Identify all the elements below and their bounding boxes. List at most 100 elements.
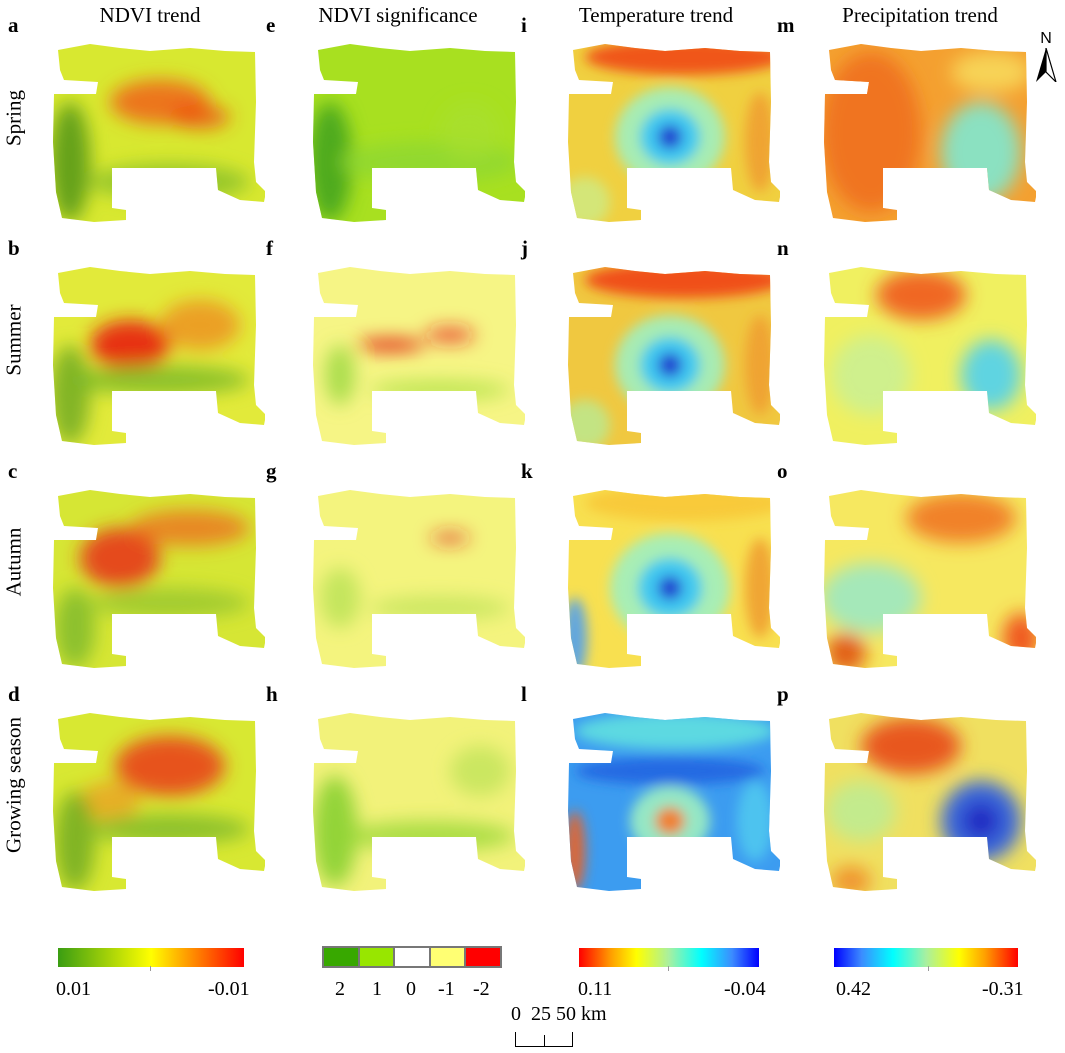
legend-swatch-1: [359, 948, 394, 966]
map-region: [160, 300, 240, 350]
map-region: [658, 576, 682, 600]
map-region: [951, 52, 1031, 92]
panel-letter: f: [266, 236, 273, 260]
map-region: [370, 380, 510, 400]
map-region: [568, 811, 585, 891]
map-panel-n: [824, 267, 1036, 445]
map-region: [824, 52, 921, 212]
map-region: [313, 102, 352, 222]
map-region: [320, 568, 360, 628]
panel-letter: e: [266, 13, 276, 37]
map-panel-b: [53, 267, 265, 445]
map-panel-g: [313, 490, 525, 668]
map-region: [745, 315, 775, 415]
sig-label-minus-2: -2: [473, 978, 490, 1000]
map-region: [831, 335, 911, 415]
panel-letter: m: [777, 13, 795, 37]
map-panel-e: [313, 44, 525, 222]
map-region: [90, 588, 250, 618]
panel-letter: a: [8, 13, 19, 37]
map-region: [345, 821, 515, 851]
map-region: [450, 746, 510, 796]
map-region: [90, 164, 250, 200]
map-region: [55, 791, 95, 891]
colorbar-tick: [150, 966, 151, 971]
panel-letter: n: [777, 236, 789, 260]
map-region: [80, 781, 140, 821]
map-region: [655, 807, 685, 835]
panel-letter: b: [8, 236, 20, 260]
map-region: [941, 102, 1021, 202]
ndvi-trend-max-label: -0.01: [208, 978, 250, 1000]
panel-letter: h: [266, 682, 278, 706]
legend-swatch-minus-2: [466, 948, 500, 966]
map-region: [130, 510, 250, 546]
map-region: [826, 781, 896, 841]
row-label-spring: Spring: [1, 89, 26, 147]
sig-label-0: 0: [406, 978, 416, 1000]
row-label-growing-season: Growing season: [1, 717, 26, 853]
map-panel-f: [313, 267, 525, 445]
legend-swatch-2: [324, 948, 358, 966]
colorbar-tick: [928, 966, 929, 971]
row-label-autumn: Autumn: [1, 527, 26, 597]
precipitation-trend-colorbar: [834, 948, 1018, 967]
legend-swatch-minus-1: [430, 948, 465, 966]
map-panel-p: [824, 713, 1036, 891]
temperature-trend-min-label: 0.11: [578, 978, 613, 1000]
map-region: [963, 803, 999, 839]
map-region: [55, 588, 95, 668]
panel-letter: p: [777, 682, 789, 706]
map-region: [80, 528, 160, 588]
ndvi-trend-colorbar: [58, 948, 244, 967]
map-panel-d: [53, 713, 265, 891]
map-region: [430, 533, 470, 543]
precipitation-trend-min-label: 0.42: [836, 978, 871, 1000]
column-title-temperature-trend: Temperature trend: [578, 3, 734, 27]
precipitation-trend-max-label: -0.31: [982, 978, 1024, 1000]
map-region: [745, 538, 775, 638]
map-region: [425, 327, 475, 343]
map-panel-c: [53, 490, 265, 668]
map-panel-m: [824, 44, 1036, 222]
north-label: N: [1040, 30, 1052, 47]
map-region: [876, 270, 966, 320]
column-title-ndvi-significance: NDVI significance: [318, 3, 478, 27]
map-region: [658, 125, 682, 149]
temperature-trend-max-label: -0.04: [724, 978, 766, 1000]
map-region: [90, 320, 170, 370]
colorbar-tick: [668, 966, 669, 971]
ndvi-significance-legend: [322, 946, 502, 968]
map-region: [355, 339, 425, 351]
map-region: [824, 563, 921, 633]
panel-letter: i: [521, 13, 527, 37]
panel-letter: o: [777, 459, 788, 483]
map-panel-l: [568, 713, 780, 891]
sig-label-minus-1: -1: [438, 978, 455, 1000]
map-region: [325, 345, 355, 405]
temperature-trend-colorbar: [579, 948, 759, 967]
map-region: [90, 814, 250, 844]
map-region: [115, 736, 225, 796]
map-region: [53, 102, 90, 222]
legend-swatch-0: [395, 948, 429, 966]
map-region: [745, 92, 775, 192]
map-region: [70, 365, 250, 395]
map-region: [170, 105, 230, 129]
scale-bar: [515, 1032, 573, 1047]
scale-bar-label: 0 25 50 km: [511, 1003, 607, 1025]
map-panel-j: [568, 267, 780, 445]
panel-letter: l: [521, 682, 527, 706]
map-region: [575, 713, 775, 749]
sig-label-2: 2: [335, 978, 345, 1000]
map-region: [53, 345, 90, 445]
panel-letter: j: [521, 236, 528, 260]
map-panel-k: [568, 490, 780, 668]
map-panel-i: [568, 44, 780, 222]
map-panel-o: [824, 490, 1036, 668]
column-title-ndvi-trend: NDVI trend: [99, 3, 201, 27]
north-arrow-icon: [1036, 47, 1057, 83]
map-region: [370, 596, 510, 620]
panel-letter: k: [521, 459, 533, 483]
north-arrow: N: [1034, 30, 1058, 87]
